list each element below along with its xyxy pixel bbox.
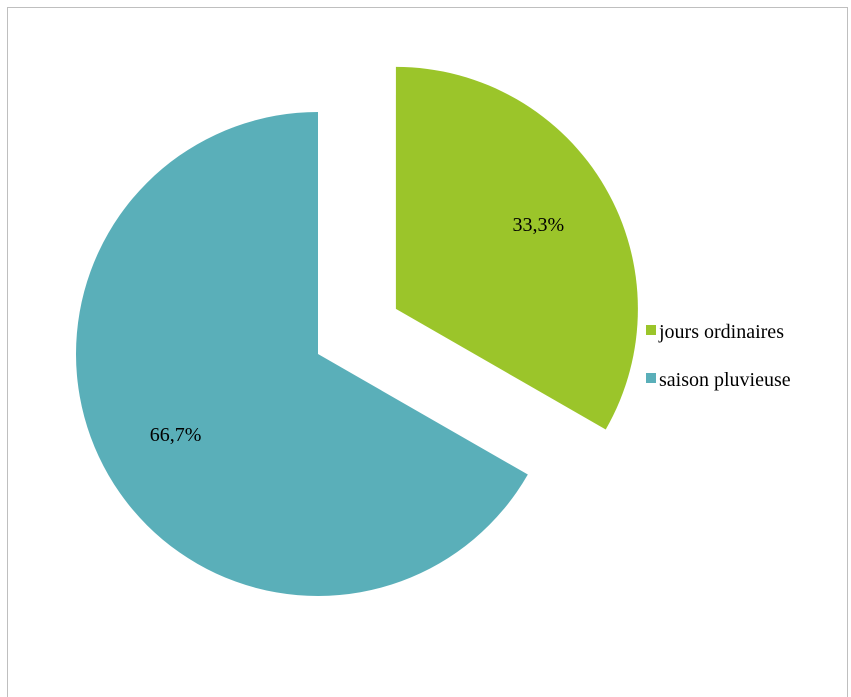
data-label-jours-ordinaires: 33,3% [512, 214, 564, 236]
legend-label-jours-ordinaires: jours ordinaires [658, 321, 784, 343]
legend-swatch-jours-ordinaires [646, 325, 656, 335]
legend-label-saison-pluvieuse: saison pluvieuse [659, 369, 791, 391]
legend: jours ordinaires saison pluvieuse [646, 321, 791, 391]
legend-swatch-saison-pluvieuse [646, 373, 656, 383]
data-labels: 33,3% 66,7% [150, 214, 564, 446]
pie-slice-saison-pluvieuse [75, 112, 528, 597]
pie-slices [75, 66, 638, 597]
pie-slice-jours-ordinaires [395, 66, 638, 430]
data-label-saison-pluvieuse: 66,7% [150, 424, 202, 446]
